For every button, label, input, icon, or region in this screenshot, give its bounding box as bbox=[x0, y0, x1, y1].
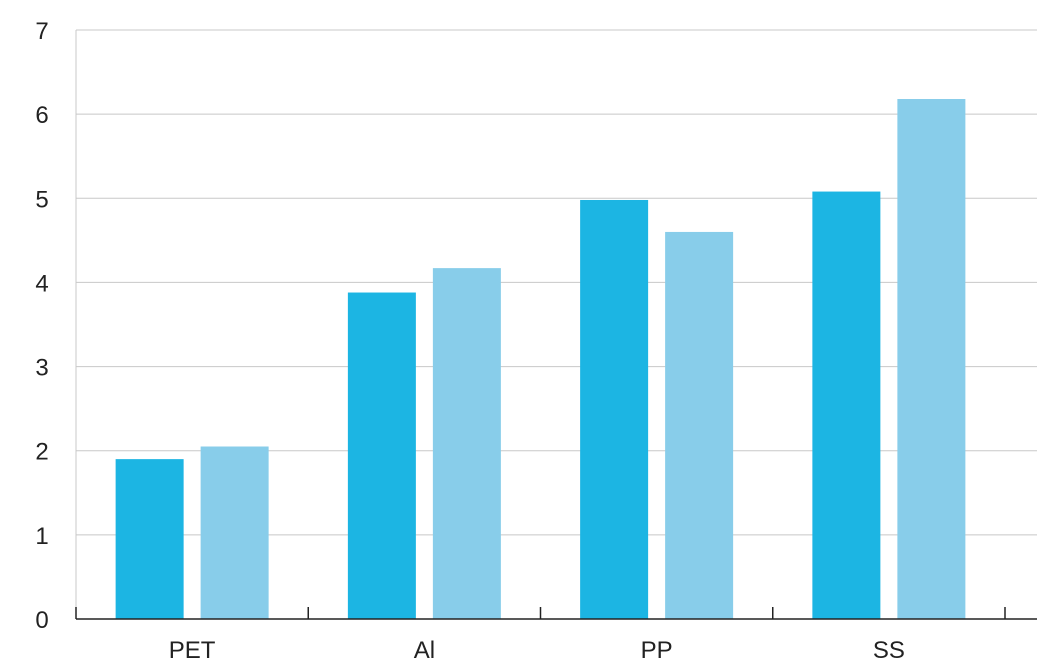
x-axis bbox=[75, 607, 1037, 620]
bar-pet-series-2 bbox=[200, 446, 269, 619]
bar-pp-series-2 bbox=[665, 231, 734, 619]
x-tick-label: Al bbox=[414, 637, 435, 664]
y-tick-label: 6 bbox=[35, 102, 48, 129]
bar-al-series-2 bbox=[432, 268, 501, 619]
bars bbox=[115, 98, 966, 620]
y-tick-label: 4 bbox=[35, 270, 48, 297]
y-tick-label: 3 bbox=[35, 355, 48, 382]
x-tick-label: PP bbox=[641, 637, 673, 664]
x-axis-tick-labels: PET Al PP SS bbox=[169, 637, 905, 664]
bar-pet-series-1 bbox=[115, 459, 184, 619]
x-tick-label: SS bbox=[873, 637, 905, 664]
bar-pp-series-1 bbox=[580, 199, 649, 619]
bar-ss-series-2 bbox=[897, 98, 966, 620]
bar-al-series-1 bbox=[347, 292, 416, 619]
y-tick-label: 5 bbox=[35, 186, 48, 213]
x-tick-label: PET bbox=[169, 637, 216, 664]
y-tick-label: 2 bbox=[35, 439, 48, 466]
bar-ss-series-1 bbox=[812, 191, 881, 619]
y-tick-label: 7 bbox=[35, 18, 48, 45]
y-tick-label: 0 bbox=[35, 607, 48, 634]
y-axis-tick-labels: 0 1 2 3 4 5 6 7 bbox=[35, 18, 48, 634]
y-tick-label: 1 bbox=[35, 523, 48, 550]
